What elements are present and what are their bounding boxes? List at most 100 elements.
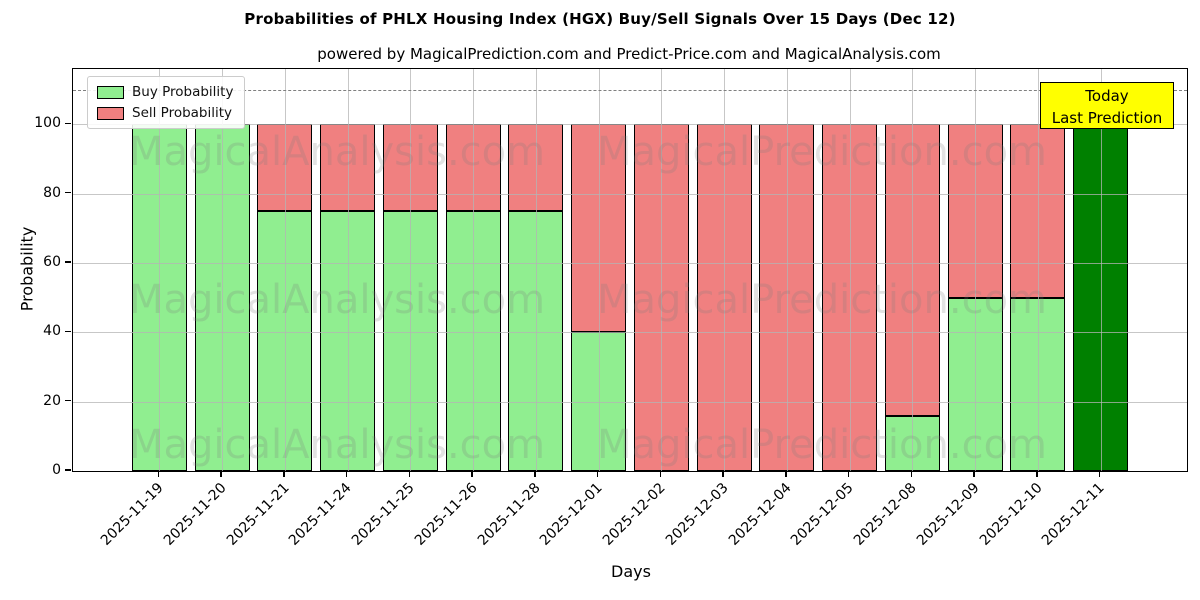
buy-probability-segment <box>445 211 501 471</box>
y-tick-label: 60 <box>43 254 61 271</box>
vertical-gridline <box>535 69 537 471</box>
sell-probability-segment <box>633 124 689 471</box>
legend: Buy Probability Sell Probability <box>87 76 246 129</box>
y-tick-label: 40 <box>43 323 61 340</box>
vertical-gridline <box>912 69 914 471</box>
buy-probability-segment <box>382 211 438 471</box>
today-prediction-bar <box>1073 124 1129 471</box>
horizontal-gridline <box>73 263 1187 265</box>
sell-probability-segment <box>696 124 752 471</box>
x-tick-mark <box>910 471 913 477</box>
vertical-gridline <box>1100 69 1102 471</box>
bar-slot-2025-11-19 <box>128 69 191 471</box>
plot-area: MagicalAnalysis.com MagicalPrediction.com… <box>72 68 1188 472</box>
vertical-gridline <box>849 69 851 471</box>
horizontal-gridline <box>73 193 1187 195</box>
vertical-gridline <box>159 69 161 471</box>
sell-probability-segment <box>759 124 815 471</box>
x-tick-label: 2025-11-24 <box>286 480 355 549</box>
x-tick-mark <box>345 471 348 477</box>
x-tick-mark <box>220 471 222 477</box>
sell-color-swatch <box>97 106 124 120</box>
vertical-gridline <box>786 69 788 471</box>
x-tick-label: 2025-12-04 <box>725 480 795 549</box>
bar-slot-2025-11-21 <box>254 69 317 471</box>
vertical-gridline <box>473 69 475 471</box>
x-tick-mark <box>157 471 160 477</box>
x-tick-label: 2025-11-19 <box>97 480 167 549</box>
bar-slot-2025-12-08 <box>881 69 944 471</box>
bar-slot-2025-12-03 <box>693 69 756 471</box>
x-tick-mark <box>408 471 411 477</box>
bar-slot-2025-11-24 <box>316 69 379 471</box>
vertical-gridline <box>724 69 726 471</box>
buy-probability-segment <box>257 211 313 471</box>
x-tick-label: 2025-11-28 <box>474 480 544 549</box>
x-tick-label: 2025-11-20 <box>160 480 230 549</box>
bar-slot-2025-11-28 <box>505 69 568 471</box>
x-tick-label: 2025-12-09 <box>913 480 983 549</box>
threshold-dashed-line <box>73 89 1187 91</box>
bar-slot-2025-11-20 <box>191 69 254 471</box>
x-tick-label: 2025-11-21 <box>223 480 293 549</box>
y-tick-label: 80 <box>43 184 61 201</box>
bar-slot-2025-12-09 <box>944 69 1007 471</box>
y-tick-mark <box>65 192 71 194</box>
bar-slot-2025-11-25 <box>379 69 442 471</box>
bar-slot-2025-12-10 <box>1007 69 1070 471</box>
sell-probability-segment <box>884 124 940 416</box>
x-tick-label: 2025-12-05 <box>788 480 857 549</box>
vertical-gridline <box>1037 69 1039 471</box>
bar-slot-2025-12-04 <box>756 69 819 471</box>
x-tick-label: 2025-12-11 <box>1039 480 1108 549</box>
y-tick-mark <box>65 469 71 471</box>
x-axis-title: Days <box>611 562 651 581</box>
buy-probability-segment <box>194 124 250 471</box>
y-tick-mark <box>65 122 71 125</box>
buy-probability-segment <box>1010 297 1066 471</box>
buy-probability-segment <box>508 211 564 471</box>
horizontal-gridline <box>73 332 1187 334</box>
x-tick-mark <box>1036 471 1038 477</box>
vertical-gridline <box>975 69 977 471</box>
vertical-gridline <box>410 69 412 471</box>
x-tick-mark <box>973 471 975 477</box>
bar-slot-2025-12-05 <box>818 69 881 471</box>
vertical-gridline <box>598 69 600 471</box>
sell-probability-segment <box>822 124 878 471</box>
x-tick-label: 2025-12-08 <box>850 480 920 549</box>
bar-slot-2025-12-11 <box>1069 69 1132 471</box>
chart-title: Probabilities of PHLX Housing Index (HGX… <box>244 10 956 28</box>
x-tick-mark <box>722 471 724 477</box>
x-tick-mark <box>283 471 285 477</box>
sell-probability-segment <box>1010 124 1066 298</box>
x-tick-label: 2025-12-01 <box>537 480 606 549</box>
buy-probability-segment <box>131 124 187 471</box>
y-tick-label: 100 <box>34 115 61 132</box>
x-tick-label: 2025-12-10 <box>976 480 1046 549</box>
x-tick-mark <box>534 471 536 477</box>
sell-probability-segment <box>445 124 501 212</box>
y-tick-mark <box>65 261 71 263</box>
y-tick-mark <box>65 330 71 333</box>
sell-probability-segment <box>508 124 564 212</box>
x-tick-label: 2025-12-03 <box>662 480 732 549</box>
x-tick-label: 2025-12-02 <box>599 480 669 549</box>
buy-probability-segment <box>947 297 1003 471</box>
buy-color-swatch <box>97 85 124 99</box>
x-tick-mark <box>659 471 662 477</box>
x-tick-mark <box>596 471 599 477</box>
buy-probability-segment <box>320 211 376 471</box>
bar-slot-2025-11-26 <box>442 69 505 471</box>
sell-probability-segment <box>320 124 376 212</box>
x-tick-label: 2025-11-25 <box>348 480 418 549</box>
sell-probability-segment <box>571 124 627 333</box>
vertical-gridline <box>661 69 663 471</box>
today-annotation-line2: Last Prediction <box>1051 109 1163 127</box>
legend-item-sell: Sell Probability <box>97 105 233 121</box>
vertical-gridline <box>284 69 286 471</box>
bar-slot-2025-12-02 <box>630 69 693 471</box>
x-tick-mark <box>1098 471 1101 477</box>
y-tick-label: 0 <box>52 462 61 478</box>
